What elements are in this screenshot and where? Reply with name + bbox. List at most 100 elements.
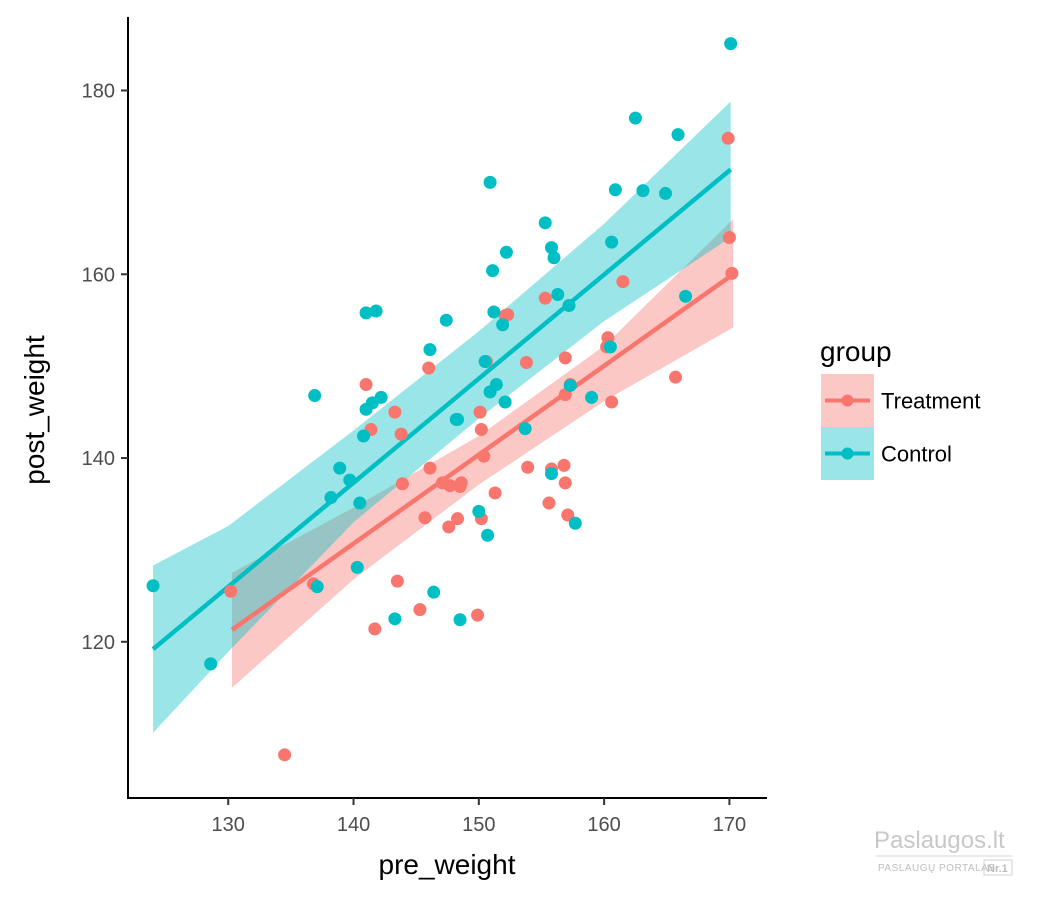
x-tick-label: 130 — [212, 814, 245, 836]
point-treatment — [422, 361, 436, 375]
point-control — [308, 389, 322, 403]
point-control — [496, 318, 510, 332]
point-treatment — [474, 423, 488, 437]
point-treatment — [722, 231, 736, 245]
y-tick-label: 140 — [82, 448, 115, 470]
point-control — [310, 580, 324, 594]
watermark-badge: Nr.1 — [987, 863, 1008, 875]
point-control — [374, 390, 388, 404]
point-control — [423, 343, 437, 357]
point-treatment — [278, 748, 292, 762]
axes: 130 140 150 160 170 120 140 160 180 — [82, 17, 767, 836]
point-control — [333, 461, 347, 475]
point-treatment — [616, 275, 630, 289]
point-control — [369, 304, 383, 318]
watermark-logo: Paslaugos.lt PASLAUGŲ PORTALAS Nr.1 — [874, 827, 1013, 876]
legend-title: group — [820, 336, 892, 367]
point-treatment — [471, 608, 485, 622]
point-treatment — [224, 584, 238, 598]
point-treatment — [443, 479, 457, 493]
y-tick-label: 120 — [82, 632, 115, 654]
point-treatment — [388, 405, 402, 419]
ci-band-control — [153, 101, 731, 733]
point-control — [659, 186, 673, 200]
point-control — [481, 528, 495, 542]
point-treatment — [394, 427, 408, 441]
point-control — [439, 313, 453, 327]
x-tick-label: 140 — [337, 814, 370, 836]
point-control — [671, 128, 685, 142]
point-control — [544, 467, 558, 481]
point-treatment — [558, 476, 572, 490]
x-axis-title: pre_weight — [379, 849, 516, 880]
point-control — [146, 579, 160, 593]
point-control — [547, 251, 561, 265]
point-control — [628, 111, 642, 125]
point-treatment — [413, 603, 427, 617]
point-control — [498, 395, 512, 409]
point-control — [538, 216, 552, 230]
point-treatment — [395, 477, 409, 491]
point-treatment — [477, 449, 491, 463]
legend-key-point — [841, 394, 854, 407]
legend: group Treatment Control — [820, 336, 980, 480]
point-control — [724, 37, 738, 51]
point-control — [478, 355, 492, 369]
point-treatment — [538, 291, 552, 305]
watermark-subtitle: PASLAUGŲ PORTALAS — [878, 863, 995, 874]
point-control — [585, 390, 599, 404]
point-treatment — [473, 405, 487, 419]
point-treatment — [605, 395, 619, 409]
legend-key-treatment — [821, 374, 874, 427]
point-treatment — [557, 458, 571, 472]
point-control — [544, 241, 558, 255]
point-treatment — [423, 461, 437, 475]
point-control — [483, 175, 497, 189]
point-control — [608, 183, 622, 197]
point-control — [568, 516, 582, 530]
point-treatment — [368, 622, 382, 636]
point-control — [204, 657, 218, 671]
point-treatment — [519, 355, 533, 369]
point-control — [487, 305, 501, 319]
point-control — [472, 504, 486, 518]
x-tick-label: 160 — [587, 814, 620, 836]
legend-key-control — [821, 427, 874, 480]
point-treatment — [451, 512, 465, 526]
point-control — [562, 299, 576, 313]
point-treatment — [488, 486, 502, 500]
point-treatment — [418, 511, 432, 525]
point-treatment — [442, 520, 456, 534]
point-control — [343, 473, 357, 487]
point-control — [518, 422, 532, 436]
x-tick-label: 170 — [713, 814, 746, 836]
point-control — [324, 491, 338, 505]
point-treatment — [521, 460, 535, 474]
legend-key-point — [841, 447, 854, 460]
y-tick-label: 160 — [82, 264, 115, 286]
data-points — [146, 37, 739, 762]
point-control — [489, 378, 503, 392]
fit-lines — [151, 167, 735, 651]
point-control — [353, 496, 367, 510]
point-control — [605, 235, 619, 249]
point-control — [636, 184, 650, 198]
point-control — [388, 612, 402, 626]
legend-label-control: Control — [881, 442, 952, 467]
point-control — [350, 560, 364, 574]
x-tick-label: 150 — [462, 814, 495, 836]
y-tick-label: 180 — [82, 81, 115, 103]
point-treatment — [725, 266, 739, 280]
y-axis-title: post_weight — [19, 335, 50, 485]
point-control — [679, 289, 693, 303]
point-treatment — [454, 476, 468, 490]
point-control — [603, 340, 617, 354]
point-control — [357, 429, 371, 443]
point-treatment — [558, 351, 572, 365]
point-control — [499, 245, 513, 259]
point-treatment — [542, 496, 556, 510]
point-treatment — [669, 370, 683, 384]
fit-line-control — [151, 167, 733, 651]
point-control — [563, 378, 577, 392]
